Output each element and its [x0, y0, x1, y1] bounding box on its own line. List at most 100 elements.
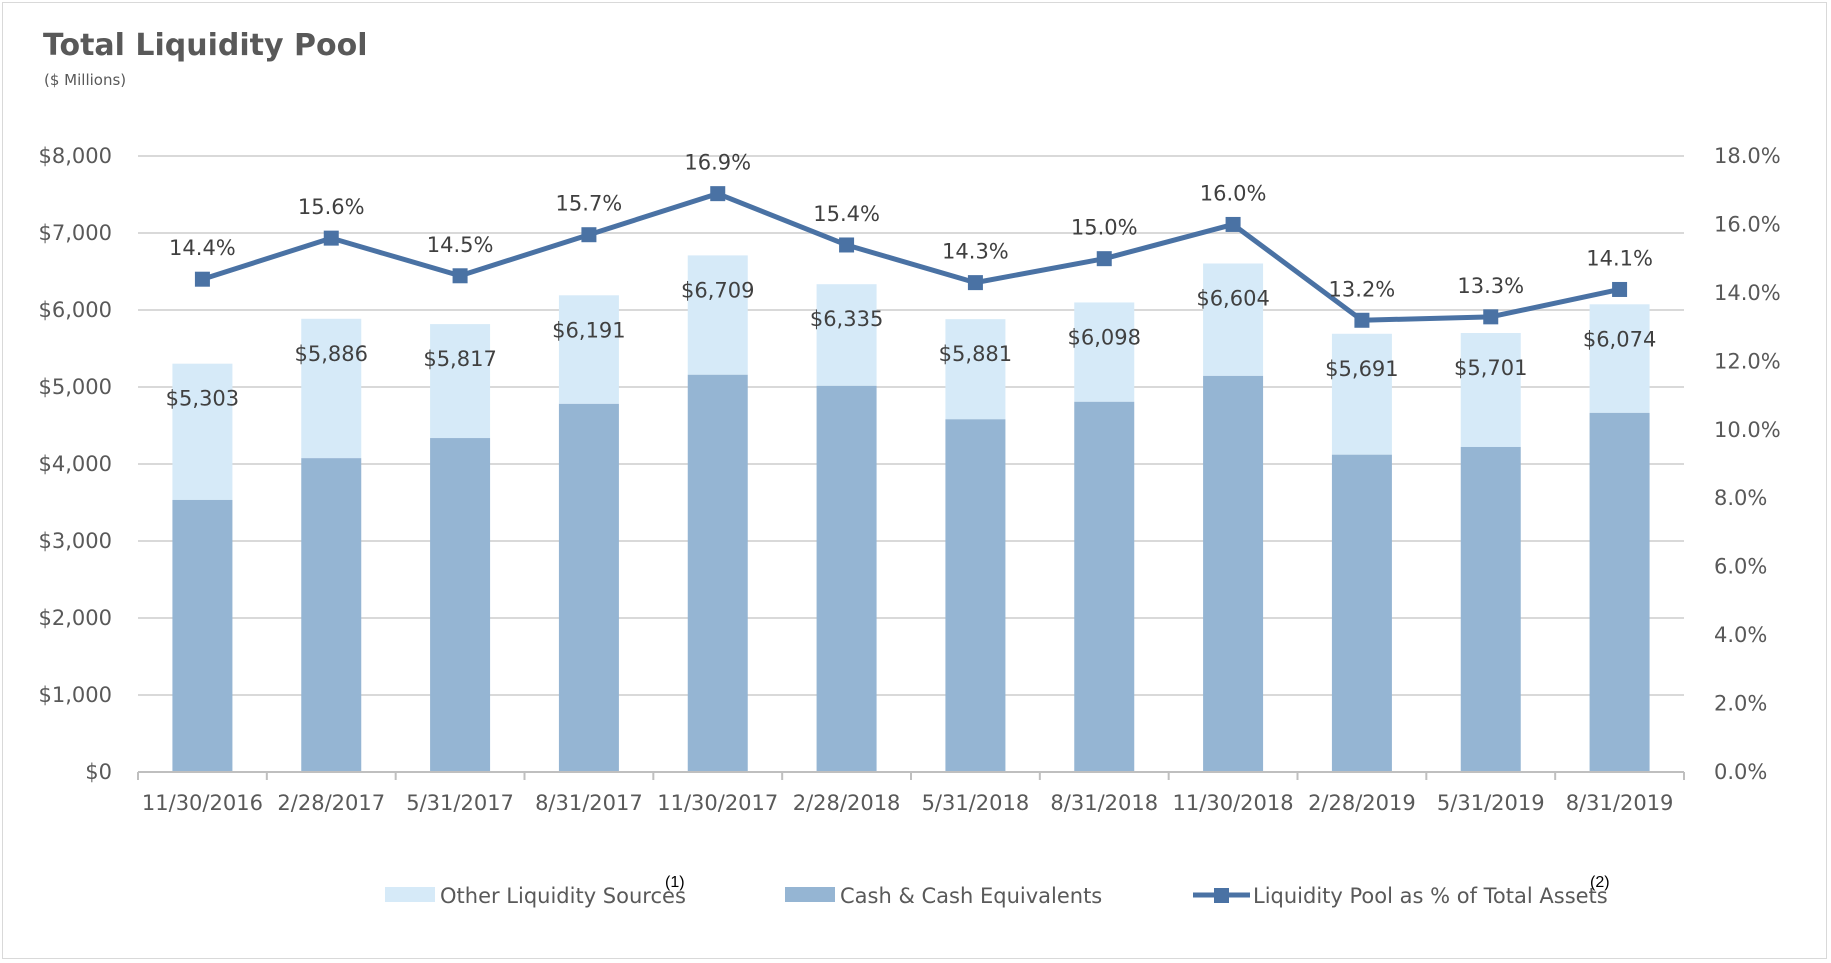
x-tick-label: 8/31/2017	[535, 791, 643, 815]
y2-tick-label: 0.0%	[1714, 760, 1767, 784]
total-data-label: $6,604	[1196, 286, 1269, 310]
liquidity-pct-marker	[710, 186, 726, 202]
x-tick-label: 5/31/2018	[922, 791, 1030, 815]
chart-title: Total Liquidity Pool	[43, 28, 368, 63]
pct-data-label: 15.6%	[298, 195, 365, 219]
y-tick-label: $3,000	[39, 529, 112, 553]
pct-data-label: 14.4%	[169, 236, 236, 260]
bar-cash-equivalents	[687, 374, 748, 772]
y2-tick-label: 14.0%	[1714, 281, 1781, 305]
legend-footnote-2: (2)	[1590, 874, 1610, 891]
bar-other-liquidity	[687, 255, 748, 375]
total-data-label: $5,886	[295, 342, 368, 366]
y-tick-label: $8,000	[39, 144, 112, 168]
bar-cash-equivalents	[301, 458, 362, 772]
bar-cash-equivalents	[558, 403, 619, 772]
liquidity-pct-marker	[839, 237, 855, 253]
pct-data-label: 15.7%	[556, 192, 623, 216]
total-data-label: $6,074	[1583, 327, 1656, 351]
liquidity-pct-marker	[452, 268, 468, 284]
y2-tick-label: 10.0%	[1714, 418, 1781, 442]
y-tick-label: $0	[85, 760, 112, 784]
total-data-label: $6,335	[810, 307, 883, 331]
pct-data-label: 14.3%	[942, 240, 1009, 264]
total-data-label: $5,303	[166, 387, 239, 411]
x-tick-label: 8/31/2018	[1050, 791, 1158, 815]
y2-tick-label: 12.0%	[1714, 349, 1781, 373]
pct-data-label: 15.0%	[1071, 216, 1138, 240]
bar-other-liquidity	[558, 295, 619, 404]
x-tick-label: 11/30/2017	[657, 791, 778, 815]
total-data-label: $6,709	[681, 278, 754, 302]
liquidity-pct-marker	[967, 275, 983, 291]
x-tick-label: 11/30/2018	[1173, 791, 1294, 815]
y2-tick-label: 16.0%	[1714, 212, 1781, 236]
x-tick-label: 8/31/2019	[1566, 791, 1674, 815]
x-tick-label: 11/30/2016	[142, 791, 263, 815]
y2-tick-label: 6.0%	[1714, 555, 1767, 579]
y-tick-label: $1,000	[39, 683, 112, 707]
x-tick-label: 2/28/2018	[793, 791, 901, 815]
x-tick-label: 2/28/2017	[277, 791, 385, 815]
legend-swatch-marker	[1214, 888, 1229, 903]
y2-tick-label: 4.0%	[1714, 623, 1767, 647]
legend-label-pct: Liquidity Pool as % of Total Assets	[1253, 884, 1608, 908]
liquidity-pct-marker	[194, 271, 210, 287]
y-tick-label: $2,000	[39, 606, 112, 630]
pct-data-label: 14.5%	[427, 233, 494, 257]
total-data-label: $5,701	[1454, 356, 1527, 380]
legend-footnote-1: (1)	[665, 874, 685, 891]
legend-label-other: Other Liquidity Sources	[440, 884, 686, 908]
liquidity-pct-marker	[1096, 251, 1112, 267]
y-tick-label: $5,000	[39, 375, 112, 399]
bar-other-liquidity	[945, 319, 1006, 420]
bar-cash-equivalents	[1460, 446, 1521, 772]
total-data-label: $5,691	[1325, 357, 1398, 381]
bar-other-liquidity	[1331, 333, 1392, 455]
bar-cash-equivalents	[1331, 454, 1392, 772]
liquidity-pct-marker	[1612, 281, 1628, 297]
liquidity-pct-marker	[1354, 312, 1370, 328]
pct-data-label: 14.1%	[1586, 246, 1653, 270]
bar-cash-equivalents	[1074, 401, 1135, 772]
bar-cash-equivalents	[172, 499, 233, 772]
liquidity-pct-marker	[1483, 309, 1499, 325]
legend-label-cash: Cash & Cash Equivalents	[840, 884, 1102, 908]
bar-other-liquidity	[1589, 304, 1650, 413]
total-data-label: $6,191	[552, 318, 625, 342]
bar-other-liquidity	[430, 324, 491, 439]
bar-other-liquidity	[301, 318, 362, 459]
x-tick-label: 5/31/2019	[1437, 791, 1545, 815]
bar-cash-equivalents	[945, 419, 1006, 772]
liquidity-pct-marker	[323, 230, 339, 246]
bar-other-liquidity	[1203, 263, 1264, 376]
legend-swatch-cash	[785, 887, 835, 902]
total-data-label: $6,098	[1068, 325, 1141, 349]
bar-cash-equivalents	[1589, 412, 1650, 772]
total-data-label: $5,881	[939, 342, 1012, 366]
bar-cash-equivalents	[1203, 375, 1264, 772]
liquidity-pct-marker	[1225, 216, 1241, 232]
bar-other-liquidity	[816, 284, 877, 386]
y2-tick-label: 18.0%	[1714, 144, 1781, 168]
total-data-label: $5,817	[423, 347, 496, 371]
pct-data-label: 13.2%	[1329, 277, 1396, 301]
bar-other-liquidity	[172, 363, 233, 500]
bar-other-liquidity	[1460, 333, 1521, 447]
liquidity-pct-line	[201, 191, 1621, 323]
y-tick-label: $7,000	[39, 221, 112, 245]
y-tick-label: $6,000	[39, 298, 112, 322]
x-tick-label: 5/31/2017	[406, 791, 514, 815]
pct-data-label: 16.9%	[684, 151, 751, 175]
pct-data-label: 15.4%	[813, 202, 880, 226]
y2-tick-label: 2.0%	[1714, 692, 1767, 716]
chart-subtitle: ($ Millions)	[44, 71, 127, 89]
x-tick-label: 2/28/2019	[1308, 791, 1416, 815]
bar-cash-equivalents	[430, 438, 491, 772]
y2-tick-label: 8.0%	[1714, 486, 1767, 510]
y-tick-label: $4,000	[39, 452, 112, 476]
liquidity-pct-marker	[581, 227, 597, 243]
legend-swatch-other	[385, 887, 435, 902]
bar-other-liquidity	[1074, 302, 1135, 402]
